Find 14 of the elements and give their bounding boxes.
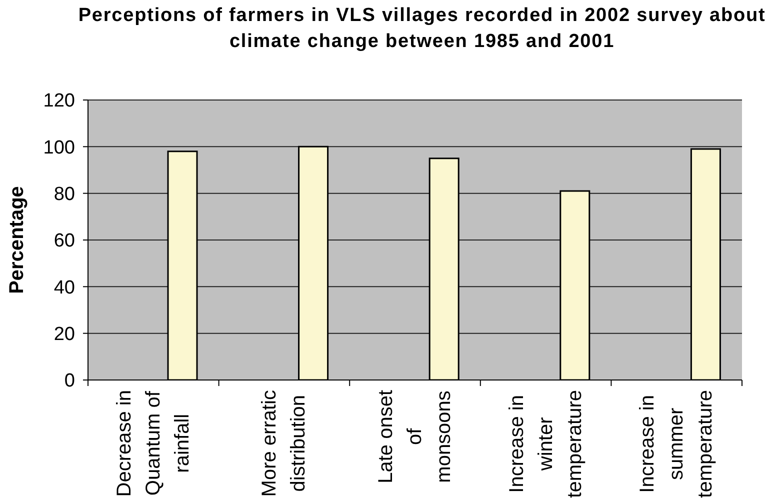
- y-tick-label: 40: [54, 277, 75, 298]
- y-tick-label: 20: [54, 324, 75, 346]
- y-tick-label: 100: [43, 137, 75, 158]
- x-tick-label: Increase in winter temperature: [506, 390, 586, 498]
- x-tick-label: Late onset of monsoons: [375, 390, 455, 484]
- chart-title: Perceptions of farmers in VLS villages recorded in 2002 survey about climate change between 1985 and 2001: [77, 4, 767, 54]
- y-axis-title: Percentage: [6, 186, 28, 294]
- y-tick-label: 60: [54, 230, 75, 252]
- x-tick-label: Increase in summer temperature: [636, 390, 717, 498]
- x-tick-label: More erratic distribution: [258, 390, 310, 497]
- y-tick-label: 80: [54, 184, 75, 206]
- y-tick-label: 0: [64, 370, 75, 392]
- x-tick-label: Decrease in Quantum of rainfall: [113, 390, 194, 497]
- y-tick-label: 120: [43, 90, 75, 112]
